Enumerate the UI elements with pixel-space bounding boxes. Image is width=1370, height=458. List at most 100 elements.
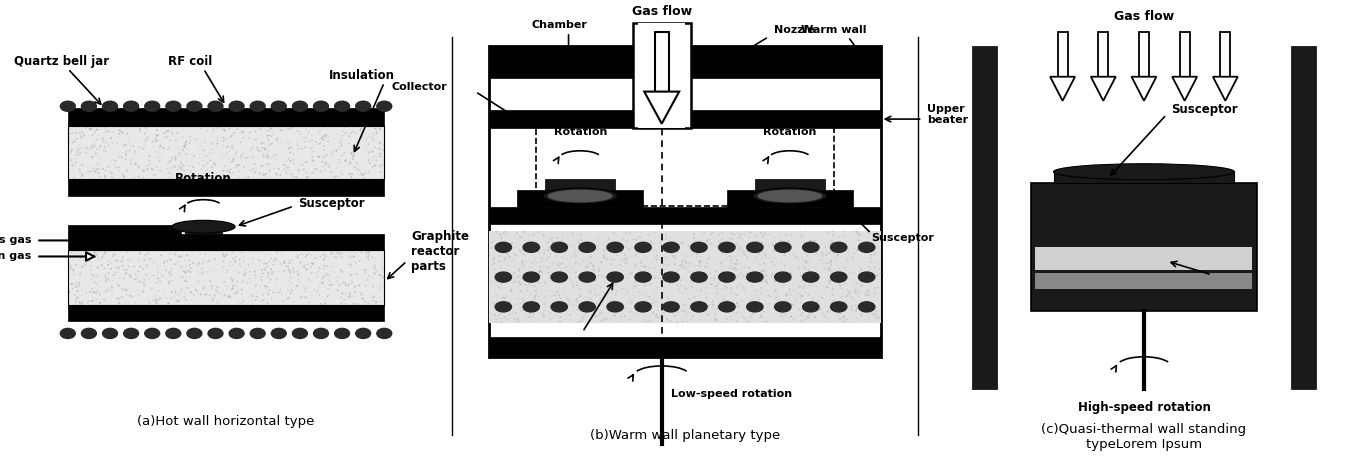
Point (604, 312, 626, 319)
Point (600, 298, 622, 305)
Point (777, 290, 799, 298)
Point (569, 293, 590, 300)
Point (612, 302, 634, 310)
Point (144, 297, 166, 304)
Point (610, 242, 632, 250)
Point (581, 282, 603, 289)
Point (549, 294, 571, 301)
Text: Collector: Collector (392, 82, 448, 92)
Point (689, 257, 711, 265)
Point (784, 250, 806, 257)
Point (92, 253, 114, 260)
Point (219, 293, 241, 300)
Point (711, 274, 733, 282)
Point (136, 261, 158, 268)
Point (363, 262, 385, 269)
Point (100, 265, 122, 273)
Point (841, 319, 863, 326)
Point (175, 158, 197, 165)
Point (695, 308, 717, 316)
Point (726, 274, 748, 282)
Ellipse shape (356, 328, 371, 338)
Point (71, 253, 93, 260)
Point (193, 291, 215, 298)
Point (508, 246, 530, 254)
Point (244, 275, 266, 282)
Point (684, 248, 706, 256)
Point (173, 143, 195, 150)
Point (811, 294, 833, 301)
Point (351, 133, 373, 141)
Point (90, 123, 112, 131)
Point (677, 312, 699, 319)
Point (95, 147, 116, 155)
Point (525, 292, 547, 300)
Point (859, 319, 881, 326)
Point (580, 287, 601, 294)
Point (586, 307, 608, 315)
Point (175, 174, 197, 181)
Point (97, 262, 119, 269)
Point (838, 287, 860, 294)
Point (543, 271, 564, 278)
Point (345, 159, 367, 167)
Point (82, 164, 104, 172)
Point (159, 250, 181, 257)
Point (227, 289, 249, 296)
Point (522, 306, 544, 314)
Point (281, 124, 303, 131)
Point (179, 168, 201, 175)
Point (501, 285, 523, 292)
Point (692, 304, 714, 311)
Point (184, 152, 206, 159)
Bar (1036, 247, 1252, 270)
Point (338, 261, 360, 268)
Point (226, 126, 248, 133)
Point (666, 242, 688, 249)
Point (603, 256, 625, 263)
Point (596, 273, 618, 281)
Point (151, 252, 173, 259)
Point (722, 306, 744, 313)
Point (173, 289, 195, 297)
Point (592, 251, 614, 259)
Point (618, 229, 640, 236)
Point (310, 139, 332, 146)
Point (252, 171, 274, 179)
Point (711, 249, 733, 256)
Point (858, 289, 880, 296)
Point (804, 314, 826, 321)
Point (738, 228, 760, 235)
Point (626, 236, 648, 243)
Point (588, 312, 610, 320)
Point (82, 273, 104, 280)
Point (522, 231, 544, 238)
Ellipse shape (663, 302, 680, 312)
Point (252, 153, 274, 160)
Point (221, 286, 242, 293)
Point (358, 272, 379, 279)
Point (160, 288, 182, 295)
Point (156, 165, 178, 172)
Point (730, 231, 752, 238)
Point (751, 271, 773, 278)
Point (484, 312, 506, 319)
Point (788, 305, 810, 313)
Point (85, 126, 107, 134)
Point (181, 155, 203, 163)
Point (275, 164, 297, 171)
Point (555, 248, 577, 255)
Point (797, 313, 819, 321)
Point (341, 249, 363, 256)
Point (355, 137, 377, 144)
Point (625, 236, 647, 243)
Point (616, 275, 638, 282)
Point (610, 290, 632, 298)
Point (485, 318, 507, 326)
Point (371, 161, 393, 168)
Point (125, 275, 147, 282)
Point (249, 298, 271, 305)
Point (526, 247, 548, 254)
Point (751, 289, 773, 297)
Point (641, 309, 663, 316)
